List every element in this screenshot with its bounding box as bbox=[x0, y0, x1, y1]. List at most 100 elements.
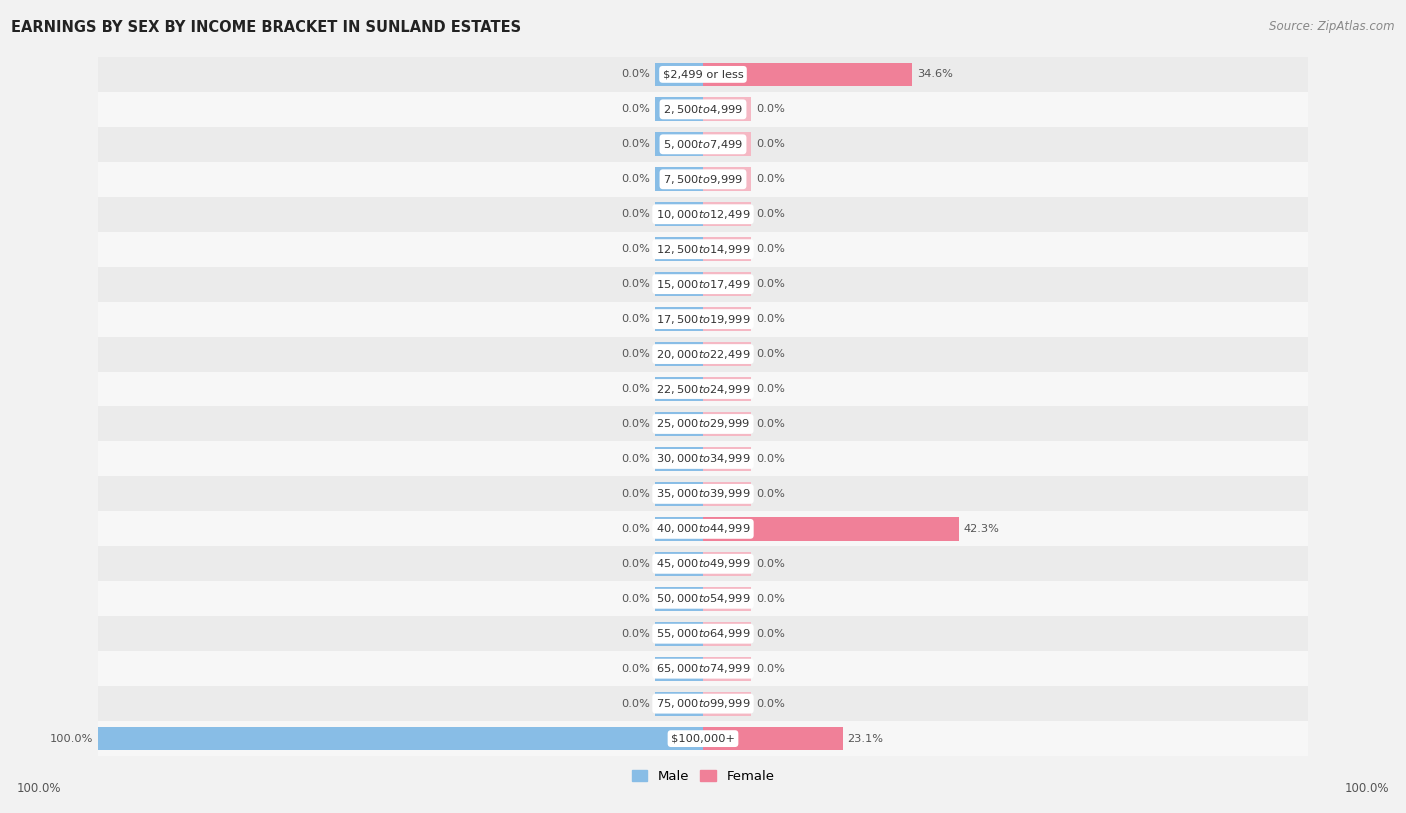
Bar bbox=[98, 267, 1308, 302]
Text: 0.0%: 0.0% bbox=[756, 384, 785, 394]
Bar bbox=[98, 406, 1308, 441]
Bar bbox=[655, 133, 703, 156]
Bar bbox=[655, 657, 703, 680]
Bar bbox=[98, 162, 1308, 197]
Bar bbox=[703, 657, 751, 680]
Bar bbox=[98, 476, 1308, 511]
Text: $10,000 to $12,499: $10,000 to $12,499 bbox=[655, 208, 751, 220]
Bar bbox=[98, 441, 1308, 476]
Bar bbox=[655, 587, 703, 611]
Text: 0.0%: 0.0% bbox=[621, 698, 650, 709]
Text: 0.0%: 0.0% bbox=[621, 209, 650, 220]
Bar bbox=[703, 412, 751, 436]
Text: 0.0%: 0.0% bbox=[756, 174, 785, 185]
Bar bbox=[98, 616, 1308, 651]
Bar bbox=[655, 412, 703, 436]
Text: $75,000 to $99,999: $75,000 to $99,999 bbox=[655, 698, 751, 710]
Bar bbox=[98, 92, 1308, 127]
Text: 0.0%: 0.0% bbox=[621, 524, 650, 534]
Bar bbox=[703, 167, 751, 191]
Text: EARNINGS BY SEX BY INCOME BRACKET IN SUNLAND ESTATES: EARNINGS BY SEX BY INCOME BRACKET IN SUN… bbox=[11, 20, 522, 35]
Bar bbox=[98, 581, 1308, 616]
Bar bbox=[703, 272, 751, 296]
Text: 0.0%: 0.0% bbox=[756, 628, 785, 639]
Text: 0.0%: 0.0% bbox=[621, 489, 650, 499]
Bar bbox=[703, 63, 912, 86]
Text: 0.0%: 0.0% bbox=[621, 628, 650, 639]
Text: 0.0%: 0.0% bbox=[756, 244, 785, 254]
Text: $30,000 to $34,999: $30,000 to $34,999 bbox=[655, 453, 751, 465]
Text: $40,000 to $44,999: $40,000 to $44,999 bbox=[655, 523, 751, 535]
Text: $2,500 to $4,999: $2,500 to $4,999 bbox=[664, 103, 742, 115]
Bar bbox=[98, 511, 1308, 546]
Text: $35,000 to $39,999: $35,000 to $39,999 bbox=[655, 488, 751, 500]
Bar bbox=[98, 372, 1308, 406]
Text: 0.0%: 0.0% bbox=[756, 104, 785, 115]
Text: 100.0%: 100.0% bbox=[17, 782, 62, 795]
Bar bbox=[655, 167, 703, 191]
Bar bbox=[655, 202, 703, 226]
Text: 0.0%: 0.0% bbox=[756, 209, 785, 220]
Bar bbox=[703, 237, 751, 261]
Text: 0.0%: 0.0% bbox=[621, 349, 650, 359]
Text: 0.0%: 0.0% bbox=[621, 279, 650, 289]
Text: 0.0%: 0.0% bbox=[756, 559, 785, 569]
Text: $55,000 to $64,999: $55,000 to $64,999 bbox=[655, 628, 751, 640]
Bar bbox=[703, 482, 751, 506]
Bar bbox=[98, 337, 1308, 372]
Text: 0.0%: 0.0% bbox=[621, 384, 650, 394]
Text: 0.0%: 0.0% bbox=[621, 559, 650, 569]
Text: 0.0%: 0.0% bbox=[621, 314, 650, 324]
Bar bbox=[98, 232, 1308, 267]
Bar bbox=[655, 692, 703, 715]
Bar bbox=[655, 272, 703, 296]
Bar bbox=[655, 98, 703, 121]
Bar bbox=[655, 237, 703, 261]
Bar bbox=[655, 307, 703, 331]
Bar bbox=[655, 447, 703, 471]
Text: 0.0%: 0.0% bbox=[621, 454, 650, 464]
Text: 0.0%: 0.0% bbox=[621, 174, 650, 185]
Bar bbox=[98, 197, 1308, 232]
Text: 42.3%: 42.3% bbox=[963, 524, 1000, 534]
Bar bbox=[703, 692, 751, 715]
Bar bbox=[655, 517, 703, 541]
Bar bbox=[703, 133, 751, 156]
Bar bbox=[98, 127, 1308, 162]
Bar bbox=[98, 727, 703, 750]
Text: 0.0%: 0.0% bbox=[621, 104, 650, 115]
Text: 100.0%: 100.0% bbox=[51, 733, 94, 744]
Bar bbox=[98, 686, 1308, 721]
Text: Source: ZipAtlas.com: Source: ZipAtlas.com bbox=[1270, 20, 1395, 33]
Text: 0.0%: 0.0% bbox=[756, 698, 785, 709]
Text: 0.0%: 0.0% bbox=[756, 454, 785, 464]
Text: 0.0%: 0.0% bbox=[621, 244, 650, 254]
Bar bbox=[98, 302, 1308, 337]
Bar bbox=[703, 622, 751, 646]
Bar bbox=[703, 727, 842, 750]
Bar bbox=[655, 552, 703, 576]
Text: 0.0%: 0.0% bbox=[621, 663, 650, 674]
Text: 0.0%: 0.0% bbox=[756, 279, 785, 289]
Bar bbox=[703, 587, 751, 611]
Text: 0.0%: 0.0% bbox=[621, 69, 650, 80]
Text: 0.0%: 0.0% bbox=[621, 593, 650, 604]
Text: 0.0%: 0.0% bbox=[756, 349, 785, 359]
Bar bbox=[703, 377, 751, 401]
Text: $15,000 to $17,499: $15,000 to $17,499 bbox=[655, 278, 751, 290]
Text: $100,000+: $100,000+ bbox=[671, 733, 735, 744]
Bar bbox=[655, 63, 703, 86]
Text: 0.0%: 0.0% bbox=[756, 663, 785, 674]
Bar bbox=[703, 517, 959, 541]
Text: $25,000 to $29,999: $25,000 to $29,999 bbox=[655, 418, 751, 430]
Text: $17,500 to $19,999: $17,500 to $19,999 bbox=[655, 313, 751, 325]
Bar bbox=[703, 98, 751, 121]
Text: 0.0%: 0.0% bbox=[756, 593, 785, 604]
Text: $65,000 to $74,999: $65,000 to $74,999 bbox=[655, 663, 751, 675]
Text: $7,500 to $9,999: $7,500 to $9,999 bbox=[664, 173, 742, 185]
Text: $2,499 or less: $2,499 or less bbox=[662, 69, 744, 80]
Text: 34.6%: 34.6% bbox=[917, 69, 953, 80]
Text: $50,000 to $54,999: $50,000 to $54,999 bbox=[655, 593, 751, 605]
Bar bbox=[655, 622, 703, 646]
Text: 0.0%: 0.0% bbox=[621, 419, 650, 429]
